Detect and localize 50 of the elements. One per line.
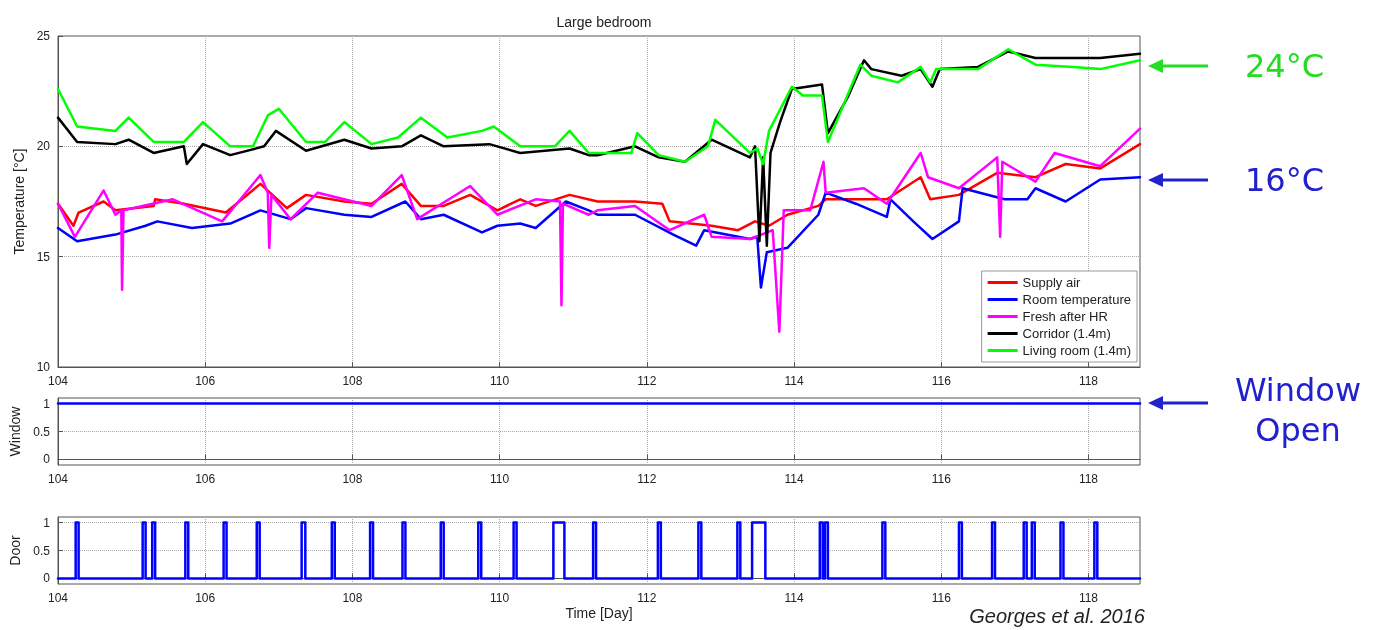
- y-axis-title: Door: [7, 535, 24, 566]
- x-tick-label: 108: [342, 591, 363, 605]
- x-tick-label: 104: [47, 374, 69, 388]
- x-tick-label: 114: [784, 472, 804, 486]
- x-tick-label: 104: [47, 591, 69, 605]
- text: Georges et al. 2016: [969, 605, 1145, 628]
- y-tick-label: 0.5: [33, 543, 51, 558]
- x-tick-label: 112: [637, 374, 657, 388]
- y-tick-label: 15: [36, 249, 51, 264]
- y-tick-label: 20: [36, 139, 51, 154]
- x-tick-label: 108: [342, 472, 363, 486]
- y-tick-label: 1: [43, 515, 51, 530]
- y-tick-label: 0.5: [33, 424, 51, 439]
- x-tick-label: 108: [342, 374, 363, 388]
- x-tick-label: 118: [1078, 374, 1099, 388]
- x-tick-label: 112: [637, 472, 657, 486]
- legend-label: Room temperature: [1022, 292, 1132, 307]
- text: Window Open: [1233, 370, 1363, 450]
- text: 24°C: [1245, 46, 1325, 86]
- x-tick-label: 118: [1078, 472, 1099, 486]
- text: 16°C: [1245, 160, 1325, 200]
- x-tick-label: 110: [490, 472, 510, 486]
- x-tick-label: 110: [490, 374, 510, 388]
- legend-label: Fresh after HR: [1022, 309, 1108, 324]
- x-tick-label: 104: [47, 472, 69, 486]
- legend-label: Living room (1.4m): [1022, 343, 1131, 358]
- legend-label: Corridor (1.4m): [1022, 326, 1111, 341]
- x-tick-label: 106: [195, 591, 216, 605]
- x-axis-title: Time [Day]: [565, 605, 633, 621]
- y-tick-label: 0: [43, 452, 51, 467]
- x-tick-label: 106: [195, 374, 216, 388]
- chart-title: Large bedroom: [556, 14, 652, 30]
- x-tick-label: 106: [195, 472, 216, 486]
- x-tick-label: 116: [931, 374, 952, 388]
- y-axis-title: Window: [7, 405, 24, 457]
- y-tick-label: 25: [36, 29, 51, 43]
- line-series: [56, 175, 1142, 289]
- x-tick-label: 118: [1078, 591, 1099, 605]
- legend-label: Supply air: [1022, 275, 1082, 290]
- y-tick-label: 1: [43, 396, 51, 411]
- x-tick-label: 112: [637, 591, 657, 605]
- x-tick-label: 114: [784, 591, 804, 605]
- y-axis-title: Temperature [°C]: [10, 148, 27, 255]
- line-series: [56, 47, 1142, 166]
- x-tick-label: 116: [931, 591, 952, 605]
- y-tick-label: 0: [43, 571, 51, 586]
- x-tick-label: 116: [931, 472, 952, 486]
- y-tick-label: 10: [36, 360, 51, 374]
- x-tick-label: 114: [784, 374, 804, 388]
- x-tick-label: 110: [490, 591, 510, 605]
